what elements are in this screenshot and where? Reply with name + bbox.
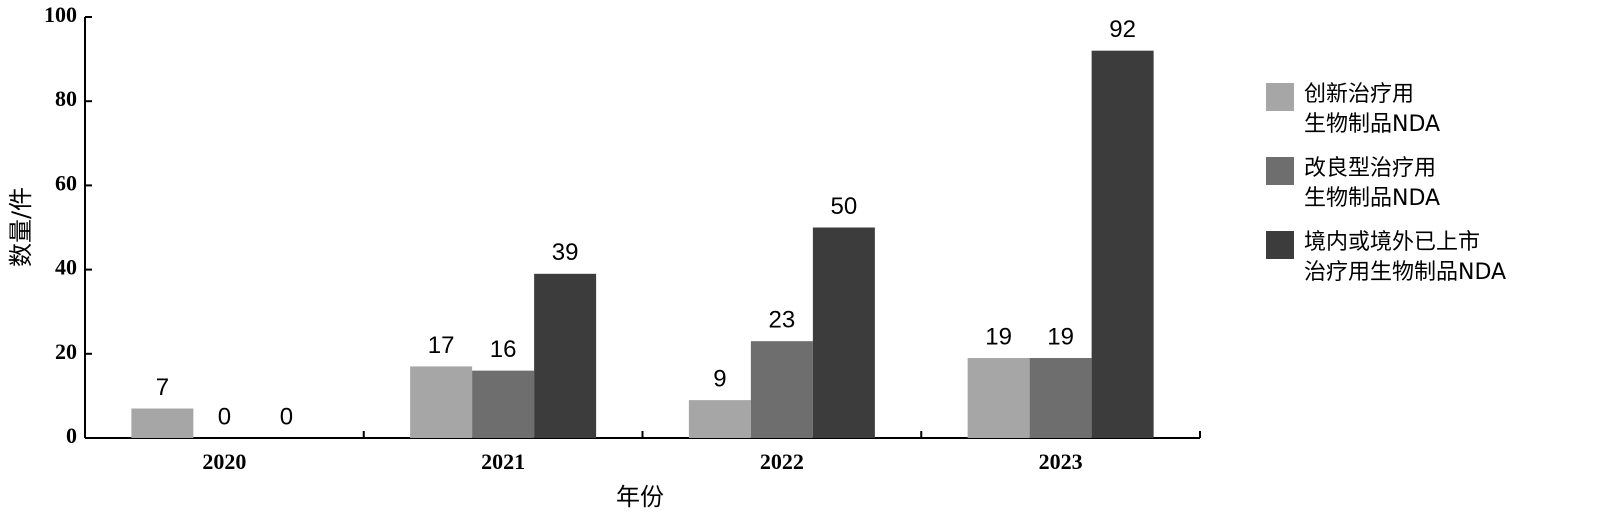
value-label: 19	[1047, 323, 1074, 350]
legend: 创新治疗用 生物制品NDA 改良型治疗用 生物制品NDA 境内或境外已上市 治疗用生…	[1266, 80, 1506, 302]
y-tick-label: 100	[44, 2, 77, 27]
value-label: 7	[156, 374, 169, 401]
y-tick-label: 0	[66, 423, 77, 448]
legend-swatch	[1266, 83, 1294, 111]
value-label: 23	[769, 307, 796, 334]
value-label: 17	[428, 332, 455, 359]
x-tick-label: 2022	[760, 449, 804, 474]
legend-label: 改良型治疗用 生物制品NDA	[1304, 156, 1441, 211]
legend-swatch	[1266, 157, 1294, 185]
value-label: 9	[713, 365, 726, 392]
bar	[688, 400, 751, 438]
value-label: 0	[218, 403, 231, 430]
value-label: 50	[831, 193, 858, 220]
x-tick-label: 2021	[481, 449, 525, 474]
bar	[967, 358, 1030, 438]
legend-item: 创新治疗用 生物制品NDA	[1266, 80, 1506, 140]
x-tick-label: 2020	[202, 449, 246, 474]
legend-swatch	[1266, 231, 1294, 259]
legend-item: 境内或境外已上市 治疗用生物制品NDA	[1266, 228, 1506, 288]
bar	[750, 341, 813, 438]
bar	[131, 408, 194, 438]
bar	[472, 370, 535, 438]
legend-item: 改良型治疗用 生物制品NDA	[1266, 154, 1506, 214]
legend-label: 境内或境外已上市 治疗用生物制品NDA	[1304, 230, 1507, 285]
value-label: 92	[1109, 16, 1136, 43]
bar	[812, 227, 875, 438]
value-label: 16	[490, 336, 517, 363]
y-tick-label: 80	[55, 86, 77, 111]
bar	[534, 273, 597, 438]
legend-label: 创新治疗用 生物制品NDA	[1304, 82, 1441, 137]
x-tick-label: 2023	[1039, 449, 1083, 474]
value-label: 39	[552, 239, 579, 266]
bar	[410, 366, 473, 438]
bar	[1029, 358, 1092, 438]
y-tick-label: 60	[55, 170, 77, 195]
value-label: 0	[280, 403, 293, 430]
value-label: 19	[985, 323, 1012, 350]
y-tick-label: 20	[55, 339, 77, 364]
y-axis-title: 数量/件	[7, 187, 35, 267]
bar	[1091, 50, 1154, 439]
x-axis-title: 年份	[616, 483, 664, 511]
y-tick-label: 40	[55, 255, 77, 280]
